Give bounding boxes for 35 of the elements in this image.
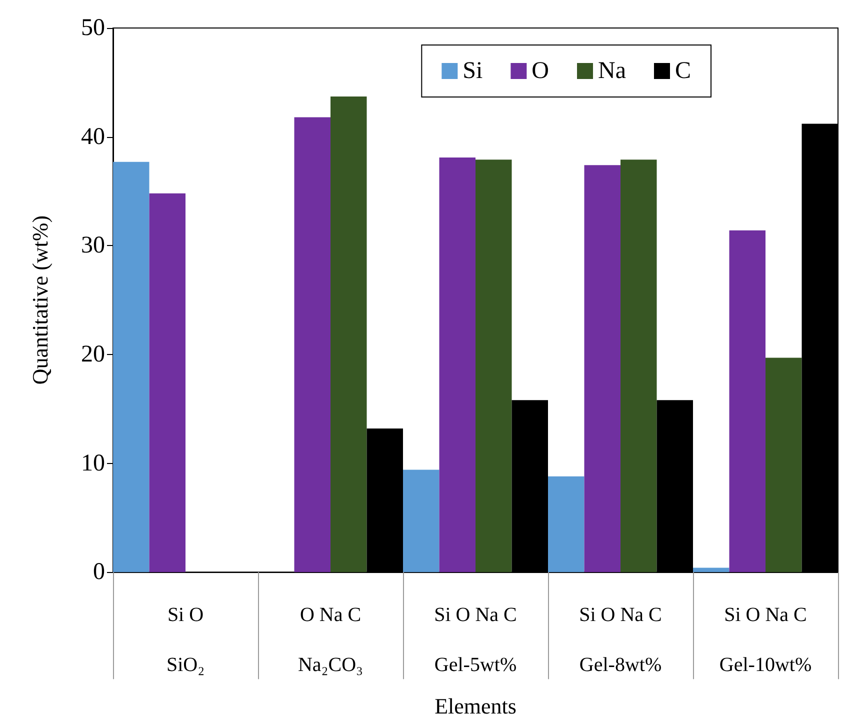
bar	[729, 230, 766, 572]
legend-label: C	[674, 58, 692, 84]
bar	[439, 157, 476, 572]
text: Si O Na C	[434, 604, 517, 626]
x-tick-label: SiO₂	[166, 654, 205, 676]
bar	[403, 470, 440, 572]
x-axis-title: Elements	[434, 694, 516, 718]
x-tick-label: Na₂CO₃	[298, 654, 364, 676]
bar	[149, 193, 186, 572]
bar	[330, 96, 367, 572]
y-tick-label: 0	[93, 559, 105, 586]
x-tick-label: Gel-10wt%	[719, 654, 812, 676]
y-tick-label: 20	[81, 341, 105, 368]
y-tick-label: 10	[81, 450, 105, 476]
x-tick-label: Gel-8wt%	[579, 654, 662, 676]
y-tick-label: 50	[81, 15, 105, 41]
text: Si O	[167, 604, 204, 626]
text: Si O Na C	[724, 604, 807, 626]
legend-label: O	[532, 58, 550, 84]
bar	[693, 568, 730, 572]
x-tick-label: Gel-5wt%	[434, 654, 517, 676]
y-axis-title: Quantitative (wt%)	[28, 215, 52, 385]
bar	[294, 117, 330, 572]
y-tick-label: 30	[81, 232, 105, 259]
legend-label: Si	[462, 58, 484, 84]
bar	[476, 160, 512, 572]
bar	[113, 162, 150, 572]
bar	[548, 476, 584, 572]
y-tick-label: 40	[81, 124, 105, 150]
legend-label: Na	[598, 58, 626, 84]
bar	[584, 165, 620, 572]
text: O Na C	[300, 604, 362, 626]
bar	[620, 160, 657, 572]
text: Si O Na C	[579, 604, 662, 626]
bar	[766, 358, 802, 572]
